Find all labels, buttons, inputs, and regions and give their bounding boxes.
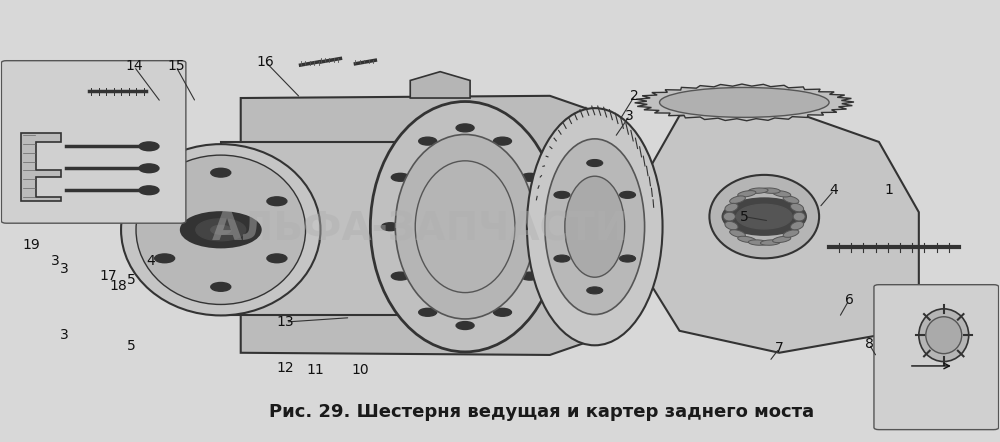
Ellipse shape — [793, 212, 805, 221]
Text: 3: 3 — [51, 254, 60, 267]
Circle shape — [155, 197, 175, 206]
Ellipse shape — [730, 196, 745, 203]
Circle shape — [181, 212, 261, 248]
Circle shape — [620, 255, 636, 262]
Text: 15: 15 — [167, 59, 185, 73]
Text: 4: 4 — [147, 254, 155, 267]
Text: 4: 4 — [830, 183, 838, 197]
Ellipse shape — [527, 108, 663, 345]
FancyBboxPatch shape — [1, 61, 186, 223]
Text: 11: 11 — [307, 363, 324, 377]
Text: 5: 5 — [740, 210, 749, 224]
Ellipse shape — [783, 230, 799, 237]
Circle shape — [587, 160, 603, 167]
Circle shape — [554, 255, 570, 262]
Ellipse shape — [545, 139, 645, 315]
Ellipse shape — [136, 155, 306, 305]
Circle shape — [391, 173, 409, 181]
Circle shape — [722, 198, 806, 235]
Polygon shape — [221, 142, 480, 316]
Text: 13: 13 — [277, 315, 294, 329]
Circle shape — [211, 168, 231, 177]
Text: 17: 17 — [99, 269, 117, 283]
Text: 5: 5 — [127, 339, 135, 353]
Ellipse shape — [748, 188, 768, 193]
Circle shape — [620, 191, 636, 198]
Ellipse shape — [730, 230, 745, 237]
Ellipse shape — [738, 236, 756, 243]
Ellipse shape — [790, 203, 804, 212]
Ellipse shape — [725, 203, 738, 212]
Text: 3: 3 — [625, 109, 634, 122]
Circle shape — [139, 164, 159, 173]
Circle shape — [456, 322, 474, 329]
Text: АЛЬФА-ЗАПЧАСТИ: АЛЬФА-ЗАПЧАСТИ — [212, 211, 628, 249]
Ellipse shape — [121, 144, 320, 316]
Ellipse shape — [760, 240, 780, 245]
Text: 12: 12 — [277, 361, 294, 375]
Ellipse shape — [660, 88, 829, 117]
Ellipse shape — [725, 221, 738, 230]
Text: 19: 19 — [22, 238, 40, 252]
Circle shape — [419, 137, 437, 145]
Text: 2: 2 — [630, 89, 639, 103]
Circle shape — [267, 197, 287, 206]
Circle shape — [139, 142, 159, 151]
Circle shape — [381, 223, 399, 231]
Ellipse shape — [919, 309, 969, 362]
Ellipse shape — [783, 196, 799, 203]
Ellipse shape — [926, 317, 962, 354]
Circle shape — [531, 223, 549, 231]
Ellipse shape — [738, 191, 756, 197]
Text: 1: 1 — [884, 183, 893, 197]
Text: 14: 14 — [125, 59, 143, 73]
Ellipse shape — [773, 191, 791, 197]
Polygon shape — [650, 107, 919, 353]
Circle shape — [554, 191, 570, 198]
Text: 16: 16 — [257, 55, 275, 69]
Circle shape — [211, 282, 231, 291]
Ellipse shape — [790, 221, 804, 230]
Circle shape — [736, 204, 792, 229]
Polygon shape — [241, 96, 620, 355]
Text: 6: 6 — [845, 293, 853, 307]
Ellipse shape — [723, 212, 735, 221]
Polygon shape — [635, 84, 854, 121]
Ellipse shape — [773, 236, 791, 243]
Ellipse shape — [395, 134, 535, 319]
Polygon shape — [21, 133, 61, 201]
Circle shape — [494, 137, 511, 145]
Circle shape — [211, 225, 231, 234]
Circle shape — [196, 219, 246, 241]
Text: 3: 3 — [60, 328, 69, 342]
Circle shape — [139, 186, 159, 194]
Circle shape — [521, 173, 539, 181]
Ellipse shape — [748, 240, 768, 245]
Circle shape — [155, 254, 175, 263]
Text: 10: 10 — [352, 363, 369, 377]
Polygon shape — [410, 72, 470, 98]
Text: 7: 7 — [775, 341, 784, 355]
FancyBboxPatch shape — [874, 285, 999, 430]
Circle shape — [391, 272, 409, 280]
Circle shape — [521, 272, 539, 280]
Text: Рис. 29. Шестерня ведущая и картер заднего моста: Рис. 29. Шестерня ведущая и картер задне… — [269, 403, 814, 421]
Text: 5: 5 — [127, 273, 135, 287]
Ellipse shape — [709, 175, 819, 258]
Text: 8: 8 — [865, 337, 873, 351]
Circle shape — [419, 309, 437, 316]
Ellipse shape — [760, 188, 780, 193]
Text: 18: 18 — [109, 278, 127, 293]
Circle shape — [587, 287, 603, 294]
Circle shape — [267, 254, 287, 263]
Ellipse shape — [370, 102, 560, 352]
Text: 3: 3 — [60, 262, 69, 276]
Circle shape — [494, 309, 511, 316]
Circle shape — [456, 124, 474, 132]
Ellipse shape — [565, 176, 625, 277]
